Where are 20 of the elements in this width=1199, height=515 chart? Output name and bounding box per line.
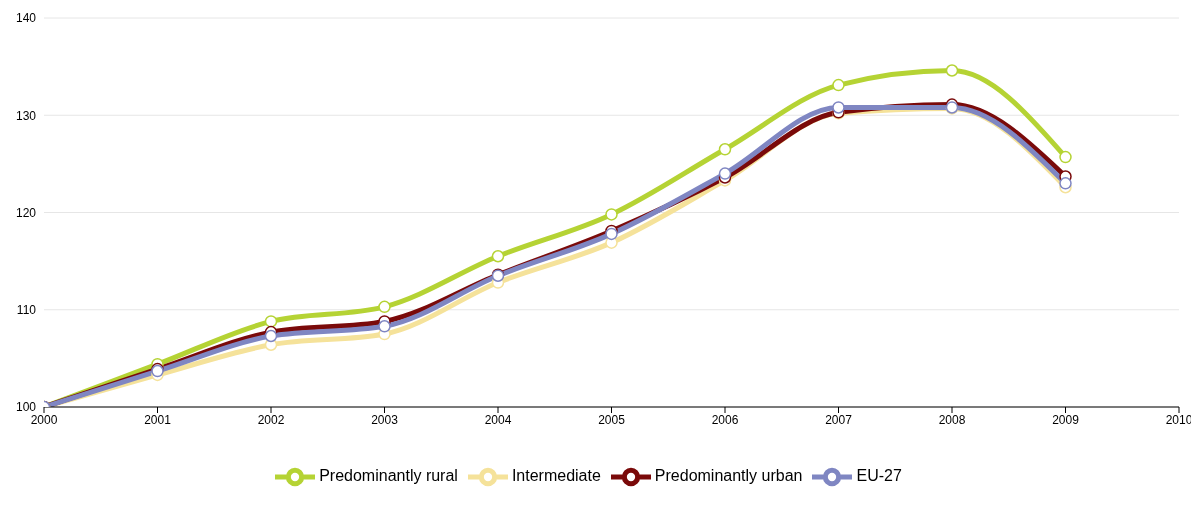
- y-tick-label: 140: [15, 11, 37, 26]
- x-tick-label: 2008: [938, 412, 966, 427]
- y-tick-label: 130: [15, 108, 37, 123]
- x-tick-label: 2010: [1165, 412, 1193, 427]
- legend-label: EU-27: [856, 467, 902, 485]
- x-tick-label: 2002: [257, 412, 285, 427]
- x-tick-label: 2001: [144, 412, 172, 427]
- x-tick-label: 2000: [30, 412, 58, 427]
- y-tick-label: 120: [15, 205, 37, 220]
- y-tick-label: 110: [16, 303, 37, 318]
- x-tick-label: 2005: [598, 412, 626, 427]
- y-tick-label: 100: [15, 400, 37, 415]
- legend-label: Intermediate: [511, 467, 601, 485]
- x-tick-label: 2009: [1052, 412, 1080, 427]
- x-tick-label: 2004: [484, 412, 512, 427]
- x-tick-label: 2007: [825, 412, 853, 427]
- legend-label: Predominantly urban: [654, 467, 803, 485]
- legend-label: Predominantly rural: [319, 467, 458, 485]
- x-tick-label: 2003: [371, 412, 399, 427]
- x-tick-label: 2006: [711, 412, 739, 427]
